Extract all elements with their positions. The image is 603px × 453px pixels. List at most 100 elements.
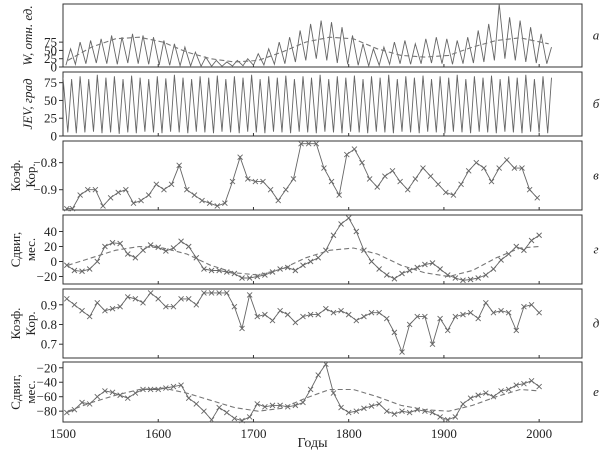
y-axis-label: Сдвиг, xyxy=(8,374,23,410)
data-point xyxy=(483,390,489,396)
data-point xyxy=(315,372,322,378)
data-point xyxy=(513,327,520,334)
data-point xyxy=(185,243,192,250)
data-point xyxy=(406,321,413,328)
data-point xyxy=(307,258,314,265)
trend-line xyxy=(67,36,549,63)
data-point xyxy=(444,327,451,334)
data-point xyxy=(338,221,344,227)
data-point xyxy=(132,390,139,396)
y-axis-label: мес. xyxy=(23,380,38,403)
data-point xyxy=(328,178,335,185)
data-point xyxy=(505,309,512,316)
data-point xyxy=(163,303,169,310)
data-point xyxy=(69,205,76,212)
data-point xyxy=(534,195,541,201)
data-point xyxy=(475,275,482,281)
data-point xyxy=(315,254,322,261)
data-point xyxy=(79,307,85,314)
data-point xyxy=(519,165,525,171)
data-point xyxy=(307,386,314,393)
data-point xyxy=(330,309,337,316)
panel-5: 0.9 0.8 0.7 Коэф. Кор. д xyxy=(8,288,600,359)
data-point xyxy=(397,178,403,185)
series-line xyxy=(66,292,540,354)
data-point xyxy=(330,232,337,239)
data-point xyxy=(208,290,215,296)
data-point xyxy=(124,251,131,257)
data-point xyxy=(246,292,253,298)
data-point xyxy=(277,307,283,314)
data-point xyxy=(528,301,535,308)
series-line xyxy=(66,363,540,422)
data-point xyxy=(305,140,312,147)
data-point xyxy=(406,267,413,274)
data-point xyxy=(503,157,510,163)
data-point xyxy=(475,315,482,322)
panel-frame xyxy=(62,214,583,285)
data-point xyxy=(513,382,520,388)
data-point xyxy=(79,268,85,275)
data-point xyxy=(361,313,367,320)
data-point xyxy=(366,176,373,182)
data-point xyxy=(458,181,464,188)
data-point xyxy=(521,303,527,310)
data-point xyxy=(216,290,222,296)
x-tick-label: 1800 xyxy=(336,426,362,441)
data-point xyxy=(193,301,200,308)
data-point xyxy=(140,247,146,254)
x-tick-label: 1900 xyxy=(431,426,457,441)
data-point xyxy=(140,299,146,306)
data-point xyxy=(246,414,253,420)
data-point xyxy=(115,189,122,196)
data-point xyxy=(269,317,276,324)
data-point xyxy=(275,197,282,204)
data-point xyxy=(290,176,297,182)
data-point xyxy=(155,296,162,302)
data-point xyxy=(376,309,382,316)
trend-line xyxy=(67,387,540,412)
data-point xyxy=(178,238,184,245)
data-point xyxy=(368,258,375,265)
data-point xyxy=(254,401,261,407)
y-tick-label: −0.9 xyxy=(33,182,57,197)
data-point xyxy=(330,390,337,396)
data-point xyxy=(193,254,200,261)
data-point xyxy=(490,309,497,316)
data-point xyxy=(488,178,495,185)
panel-frame xyxy=(62,71,583,137)
data-point xyxy=(429,260,436,266)
data-point xyxy=(505,386,512,393)
data-point xyxy=(153,181,160,188)
y-tick-label: 50 xyxy=(44,43,57,58)
data-point xyxy=(313,140,320,147)
y-axis-label: Кор. xyxy=(23,311,38,335)
data-point xyxy=(216,404,222,411)
data-point xyxy=(460,401,466,407)
y-tick-label: 75 xyxy=(44,35,57,50)
data-point xyxy=(368,403,375,409)
data-point xyxy=(429,341,436,348)
y-axis-label: JEV, град xyxy=(20,78,35,130)
panel-frame xyxy=(62,288,583,359)
data-point xyxy=(176,162,182,169)
data-point xyxy=(321,165,327,171)
data-point xyxy=(63,262,70,269)
data-point xyxy=(201,408,207,414)
panel-letter: д xyxy=(593,316,600,331)
data-point xyxy=(353,228,360,235)
series-line xyxy=(65,4,552,67)
data-point xyxy=(383,272,390,278)
data-point xyxy=(345,215,352,221)
data-point xyxy=(391,275,398,282)
data-point xyxy=(222,200,228,207)
data-point xyxy=(383,408,390,414)
data-point xyxy=(239,417,245,424)
x-tick-label: 1600 xyxy=(145,426,171,441)
y-axis-label: Коэф. xyxy=(8,160,23,192)
data-point xyxy=(437,414,443,420)
data-point xyxy=(123,186,129,193)
data-point xyxy=(283,186,289,193)
y-tick-label: 0.7 xyxy=(41,337,58,352)
